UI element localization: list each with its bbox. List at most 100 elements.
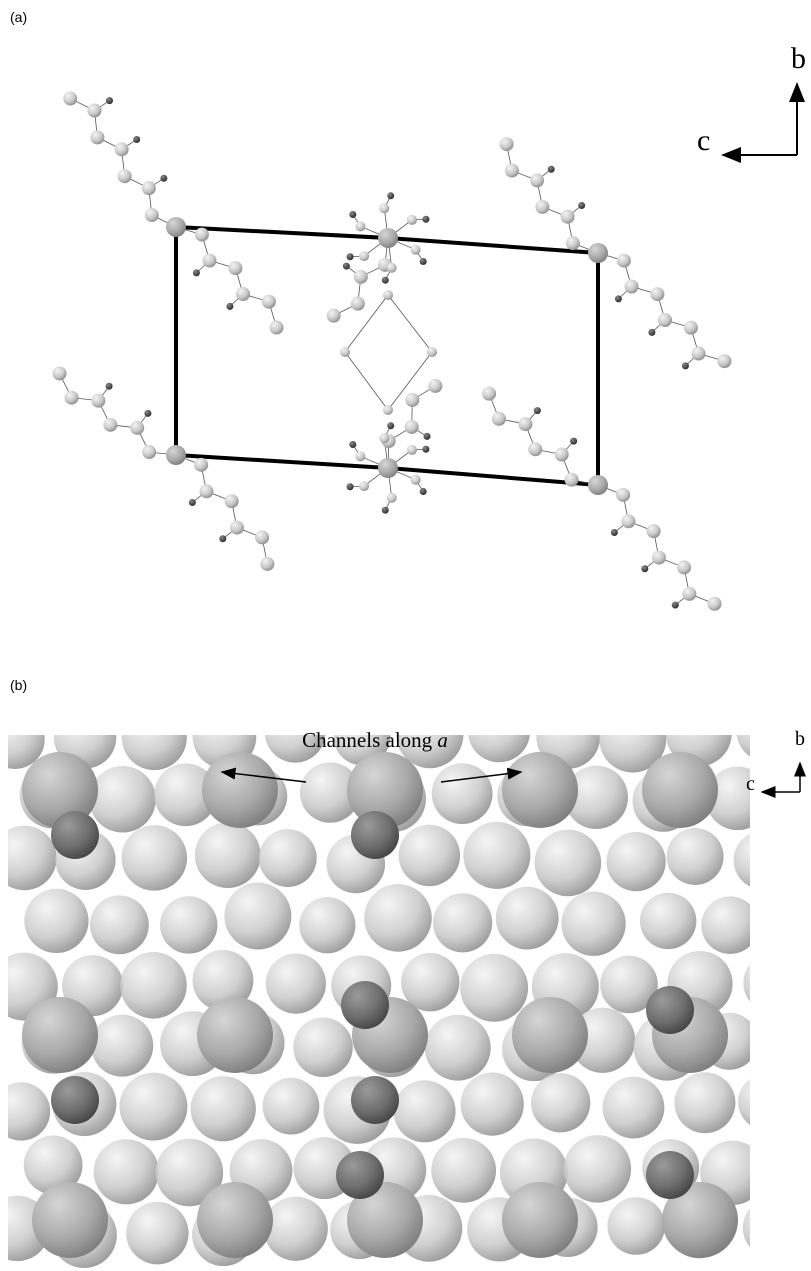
- atom: [260, 557, 274, 571]
- atom: [379, 433, 389, 443]
- atom: [383, 290, 393, 300]
- atom: [692, 347, 706, 361]
- atom: [203, 254, 217, 268]
- atom: [166, 445, 186, 465]
- sphere: [120, 952, 187, 1019]
- atom: [621, 514, 635, 528]
- atom: [91, 394, 105, 408]
- sphere: [667, 828, 724, 885]
- atom: [90, 130, 104, 144]
- sphere: [263, 1078, 320, 1135]
- atom: [505, 164, 519, 178]
- axis-label: c: [746, 773, 755, 795]
- atom: [378, 228, 398, 248]
- atom: [565, 473, 579, 487]
- sphere: [468, 700, 530, 762]
- atom: [144, 410, 151, 417]
- sphere: [266, 953, 326, 1013]
- atom: [588, 475, 608, 495]
- atom: [355, 221, 365, 231]
- figure: (a) b c (b) Channels along a b c: [0, 0, 811, 1271]
- sphere: [535, 830, 602, 897]
- sphere: [463, 822, 530, 889]
- bonds: [60, 99, 725, 606]
- atom: [424, 433, 431, 440]
- atom: [270, 321, 284, 335]
- sphere: [531, 1073, 590, 1132]
- atom: [387, 263, 397, 273]
- atom: [682, 362, 689, 369]
- atom: [708, 597, 722, 611]
- atom: [518, 417, 532, 431]
- atom: [199, 484, 213, 498]
- atom: [382, 507, 389, 514]
- sphere: [502, 1182, 578, 1258]
- sphere: [564, 1135, 631, 1202]
- sphere: [197, 997, 273, 1073]
- atom: [682, 587, 696, 601]
- sphere: [646, 1151, 694, 1199]
- atom: [615, 295, 622, 302]
- sphere: [89, 766, 156, 833]
- sphere: [224, 883, 291, 950]
- atom: [647, 524, 661, 538]
- atom: [616, 488, 630, 502]
- atom: [530, 173, 544, 187]
- atom: [189, 499, 196, 506]
- atom: [195, 228, 209, 242]
- atom: [420, 258, 427, 265]
- atom: [387, 493, 397, 503]
- atom: [65, 391, 79, 405]
- atom: [652, 551, 666, 565]
- atom: [225, 494, 239, 508]
- atom: [349, 211, 356, 218]
- atom: [648, 329, 655, 336]
- sphere: [0, 1082, 50, 1140]
- axes-a: b c: [697, 42, 806, 157]
- sphere: [734, 831, 793, 890]
- atom: [347, 253, 354, 260]
- atom: [387, 422, 394, 429]
- atom: [327, 309, 341, 323]
- atom: [351, 297, 365, 311]
- atom: [166, 217, 186, 237]
- atom: [359, 251, 369, 261]
- sphere: [191, 1076, 256, 1141]
- sphere: [461, 1072, 524, 1135]
- atom: [194, 458, 208, 472]
- sphere: [502, 752, 578, 828]
- atom: [160, 175, 167, 182]
- sphere: [433, 893, 492, 952]
- atoms: [53, 92, 732, 611]
- sphere: [126, 1202, 188, 1264]
- sphere: [202, 752, 278, 828]
- atom: [118, 169, 132, 183]
- atom: [528, 442, 542, 456]
- sphere: [299, 897, 355, 953]
- atom: [145, 208, 159, 222]
- sphere: [32, 1182, 108, 1258]
- atom: [193, 269, 200, 276]
- sphere: [772, 1141, 811, 1206]
- atom: [492, 412, 506, 426]
- atom: [359, 481, 369, 491]
- atom: [115, 142, 129, 156]
- atom: [53, 366, 67, 380]
- atom: [226, 303, 233, 310]
- atom: [420, 488, 427, 495]
- atom: [407, 215, 417, 225]
- sphere: [336, 1151, 384, 1199]
- atom: [343, 263, 350, 270]
- sphere: [341, 981, 389, 1029]
- atom: [548, 166, 555, 173]
- atom: [482, 387, 496, 401]
- atom: [228, 261, 242, 275]
- sphere: [293, 1017, 352, 1076]
- sphere: [364, 884, 432, 952]
- atom: [262, 295, 276, 309]
- atom: [387, 192, 394, 199]
- sphere: [122, 705, 187, 770]
- atom: [566, 236, 580, 250]
- sphere: [22, 997, 98, 1073]
- annotation-italic: a: [437, 728, 448, 752]
